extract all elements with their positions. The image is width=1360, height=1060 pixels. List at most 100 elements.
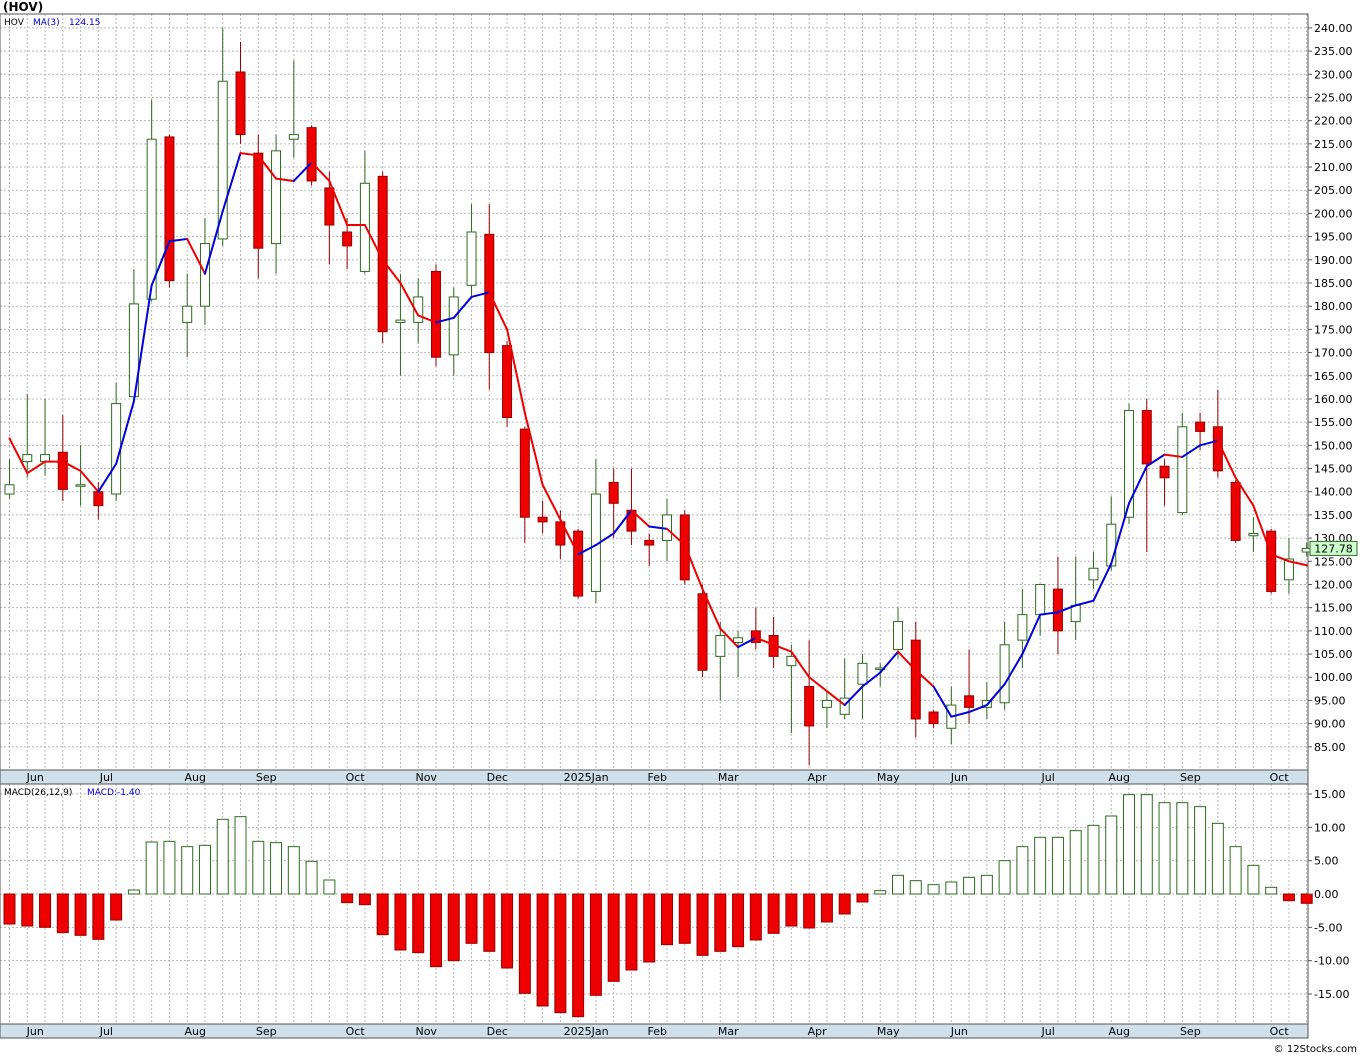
month-label: Mar (718, 771, 739, 784)
candle-up (466, 204, 477, 297)
macd-bar-positive (1158, 802, 1171, 895)
macd-bar-positive (874, 890, 887, 895)
y-tick-label: 15.00 (1314, 788, 1346, 801)
candle-up (146, 99, 157, 302)
candle-body (644, 539, 655, 546)
y-tick-label: -15.00 (1314, 988, 1349, 1001)
ma3-segment (470, 291, 491, 298)
candle-body (1230, 481, 1241, 541)
macd-bar-negative (643, 893, 656, 963)
candle-body (466, 231, 477, 286)
macd-bar-negative (92, 893, 105, 940)
macd-bar-positive (234, 816, 247, 895)
month-label: Jul (99, 1025, 113, 1038)
ma3-segment (1163, 453, 1184, 458)
ma3-segment (879, 650, 899, 674)
ma3-segment (257, 154, 278, 180)
candle-body (928, 711, 939, 725)
ma3-segment (292, 161, 313, 182)
macd-bar-negative (625, 893, 638, 971)
ma3-segment (1110, 502, 1131, 565)
macd-bar-positive (998, 860, 1011, 895)
macd-bar-positive (216, 818, 229, 895)
macd-bar-positive (127, 889, 140, 895)
candle-down (324, 171, 335, 265)
date-axis-top (0, 769, 1309, 785)
macd-bar-negative (1282, 893, 1295, 902)
candle-down (573, 528, 584, 599)
candle-body (1035, 583, 1046, 616)
ma3-segment (790, 650, 811, 679)
candle-body (502, 345, 513, 419)
candle-body (413, 296, 424, 323)
ma3-line (8, 152, 1308, 718)
y-tick-label: -5.00 (1314, 921, 1342, 934)
month-labels-top: Jun Jul Aug Sep Oct Nov Dec 2025Jan Feb Mar Apr May… (26, 771, 1290, 784)
ma3-segment (1199, 439, 1219, 447)
macd-bar-positive (1211, 822, 1224, 895)
macd-bar-negative (412, 893, 425, 954)
ma3-segment (1181, 444, 1202, 458)
month-label: Aug (184, 1025, 205, 1038)
month-label: Aug (184, 771, 205, 784)
ma3-segment (221, 152, 242, 213)
candle-up (893, 607, 903, 659)
ma3-segment (648, 525, 668, 530)
month-label: Sep (1180, 1025, 1201, 1038)
macd-bar-negative (820, 893, 833, 923)
month-label: May (877, 771, 900, 784)
macd-bar-positive (909, 880, 922, 895)
legend-ma-label: MA(3) (33, 18, 60, 28)
candle-down (253, 134, 264, 279)
candle-body (22, 454, 33, 463)
candle-up (413, 278, 424, 344)
candle-body (857, 662, 868, 685)
y-tick-label: 135.00 (1314, 509, 1353, 522)
candle-up (1283, 538, 1294, 594)
candle-body (573, 530, 584, 597)
candle-body (93, 491, 104, 507)
y-tick-label: 125.00 (1314, 555, 1353, 568)
candle-down (57, 415, 68, 501)
candle-up (715, 621, 726, 701)
candle-body (1106, 523, 1117, 567)
macd-bar-positive (1034, 836, 1047, 895)
month-label: Oct (1270, 771, 1290, 784)
ma3-segment (541, 483, 562, 521)
y-tick-label: 5.00 (1314, 855, 1339, 868)
y-tick-label: 180.00 (1314, 300, 1353, 313)
month-label: Mar (718, 1025, 739, 1038)
candle-body (377, 175, 388, 333)
ma3-segment (843, 685, 864, 707)
y-tick-label: 175.00 (1314, 323, 1353, 336)
ma3-segment (61, 460, 82, 472)
ma3-segment (737, 636, 757, 649)
legend-macd-label: MACD(26,12,9) (4, 788, 72, 798)
month-label: Apr (808, 1025, 828, 1038)
candle-body (1195, 421, 1206, 432)
candle-up (22, 394, 33, 478)
candle-down (235, 41, 246, 144)
y-tick-label: 190.00 (1314, 254, 1353, 267)
candle-down (1195, 412, 1206, 450)
candle-down (342, 218, 353, 270)
y-tick-label: 240.00 (1314, 22, 1353, 35)
macd-histogram (3, 794, 1313, 1018)
price-axis: 85.00 90.00 95.00 100.00 105.00 110.00 115.00 1… (1308, 22, 1353, 754)
ma3-segment (186, 237, 206, 275)
candle-body (804, 686, 815, 727)
macd-bar-negative (394, 893, 407, 951)
candle-up (1177, 412, 1188, 515)
candle-body (537, 516, 548, 523)
candle-down (164, 134, 175, 288)
candlestick-series (4, 27, 1312, 766)
y-tick-label: -10.00 (1314, 955, 1349, 968)
macd-bar-negative (110, 893, 123, 921)
y-tick-label: 155.00 (1314, 416, 1353, 429)
candle-body (1177, 426, 1188, 514)
macd-bar-positive (1265, 886, 1278, 895)
candle-body (217, 80, 228, 240)
ma3-segment (168, 237, 189, 243)
month-label: Feb (647, 1025, 666, 1038)
candle-up (733, 630, 744, 678)
